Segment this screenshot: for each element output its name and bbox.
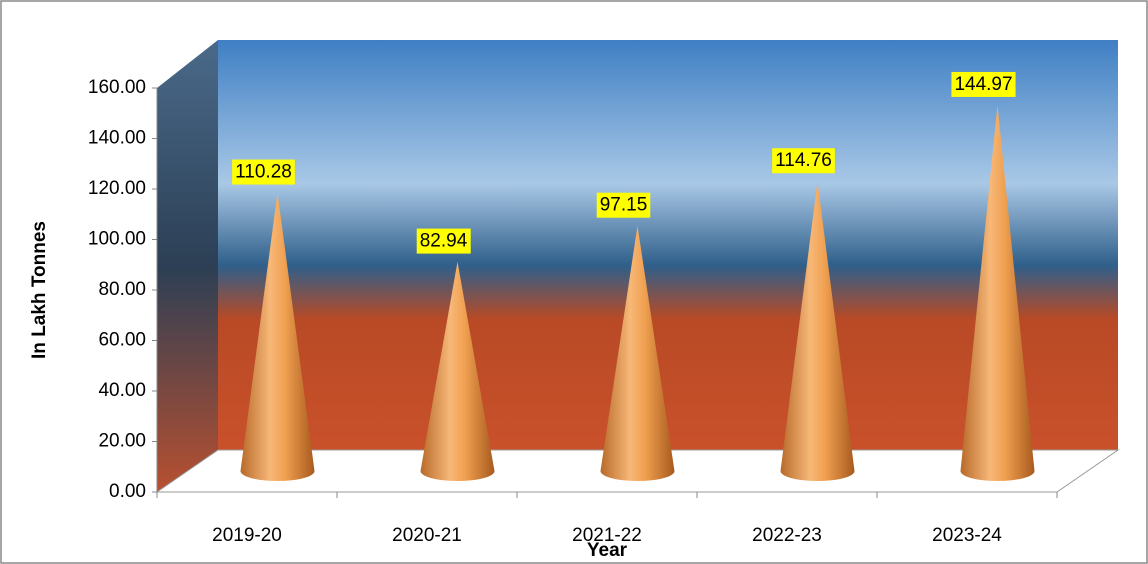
cone (780, 181, 855, 482)
y-tick-label: 60.00 (98, 330, 146, 351)
x-tick-label: 2021-22 (572, 525, 642, 546)
x-tick-label: 2020-21 (392, 525, 462, 546)
value-label: 82.94 (420, 231, 468, 252)
side-wall (157, 40, 218, 492)
value-label: 114.76 (775, 150, 832, 171)
y-tick-label: 80.00 (98, 279, 146, 300)
x-tick-label: 2022-23 (752, 525, 822, 546)
y-tick-label: 20.00 (98, 431, 146, 452)
x-tick-label: 2023-24 (932, 525, 1002, 546)
cone (960, 104, 1035, 482)
value-label-box (951, 71, 1016, 97)
cone (420, 261, 495, 482)
back-wall (218, 40, 1118, 450)
y-tick-label: 100.00 (88, 229, 146, 250)
y-tick-label: 0.00 (109, 481, 146, 502)
y-tick-label: 40.00 (98, 380, 146, 401)
x-tick-label: 2019-20 (212, 525, 282, 546)
cone (240, 192, 315, 482)
value-label-box (772, 148, 835, 174)
value-label-box (596, 192, 651, 218)
y-axis-title: In Lakh Tonnes (29, 221, 50, 359)
y-tick-label: 160.00 (88, 77, 146, 98)
value-label-box (232, 159, 295, 185)
cone (600, 225, 675, 482)
x-axis-title: Year (587, 540, 628, 561)
value-label-box (416, 228, 471, 254)
y-tick-label: 140.00 (88, 128, 146, 149)
value-label: 144.97 (954, 74, 1012, 95)
value-label: 110.28 (235, 162, 292, 183)
value-label: 97.15 (600, 195, 648, 216)
y-tick-label: 120.00 (88, 178, 146, 199)
